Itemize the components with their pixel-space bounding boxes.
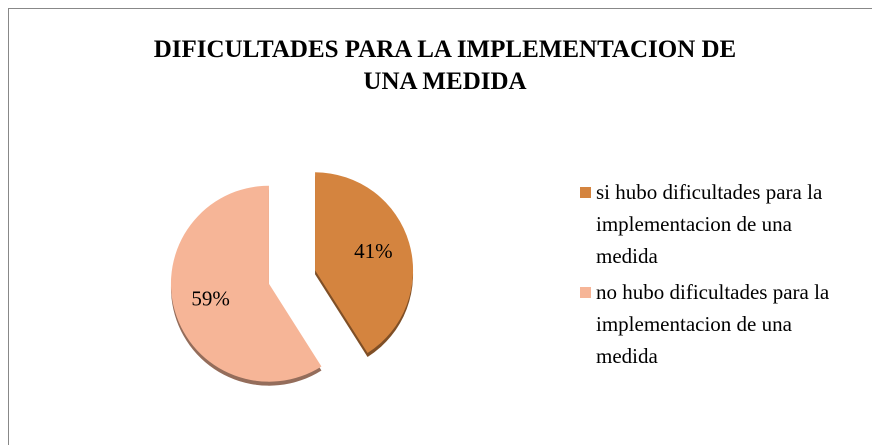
pie-slice [315,172,414,354]
legend: si hubo dificultades para la implementac… [580,176,840,376]
chart-frame [8,8,872,445]
pie-slice [170,185,322,382]
legend-entry: no hubo dificultades para la implementac… [580,276,840,372]
legend-label: si hubo dificultades para la implementac… [596,180,823,268]
chart-title: DIFICULTADES PARA LA IMPLEMENTACION DE U… [153,36,737,95]
legend-label: no hubo dificultades para la implementac… [596,280,830,368]
data-label: 41% [354,239,393,263]
data-label: 59% [191,286,230,310]
legend-entry: si hubo dificultades para la implementac… [580,176,840,272]
legend-swatch [580,287,591,298]
legend-swatch [580,187,591,198]
